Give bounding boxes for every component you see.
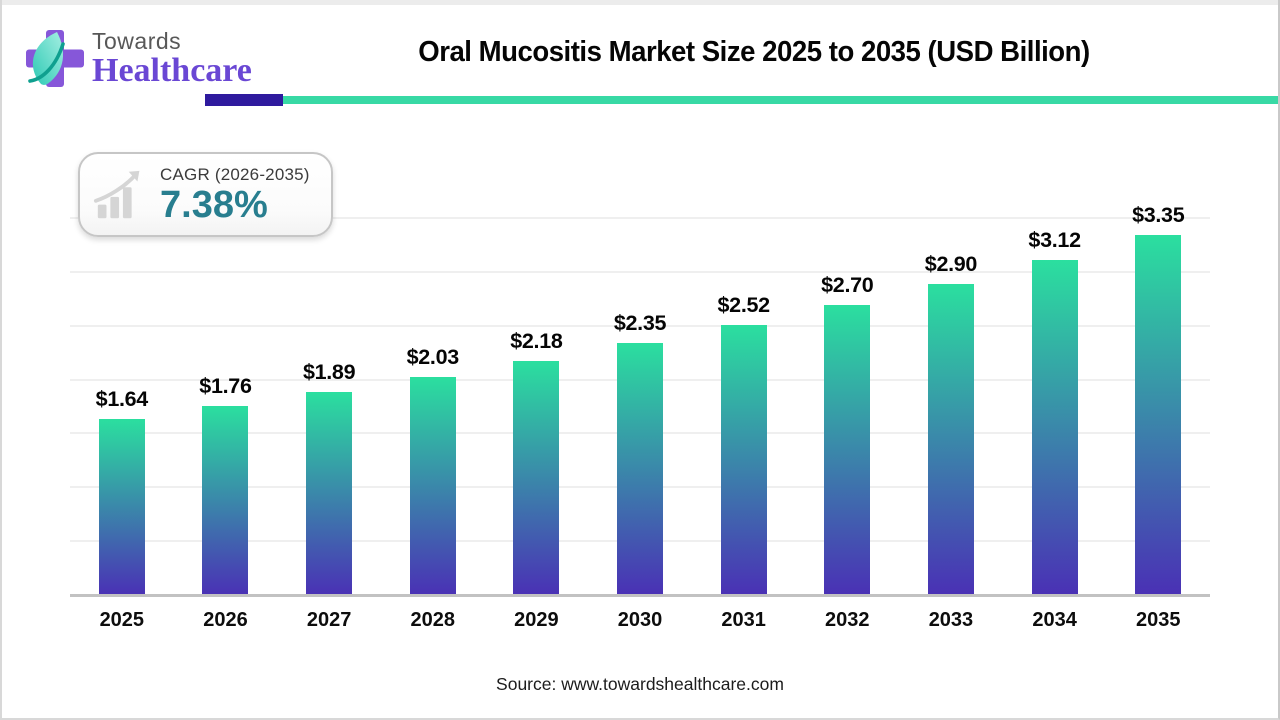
bar-value-label: $1.64 xyxy=(95,387,149,412)
x-axis-label: 2028 xyxy=(410,609,455,631)
bar-chart-plot-area: $1.64 $1.76 $1.89 $2.03 $2.18 $2.35 $2.52 $2.70… xyxy=(70,150,1210,597)
x-axis-label: 2029 xyxy=(514,609,559,631)
gridline xyxy=(70,217,1210,220)
bar-2026 xyxy=(202,406,249,596)
x-axis-labels: 2025 2026 2027 2028 2029 2030 2031 2032 2033 2034… xyxy=(70,609,1210,632)
x-axis-label: 2034 xyxy=(1032,609,1077,631)
bar-2032 xyxy=(824,305,871,596)
bar-value-label: $2.70 xyxy=(821,273,874,298)
bar-2027 xyxy=(306,392,353,596)
x-axis-label: 2035 xyxy=(1135,609,1181,631)
x-axis-line xyxy=(70,594,1210,597)
x-axis-label: 2031 xyxy=(721,609,766,631)
gridline xyxy=(70,324,1210,327)
bar-2031 xyxy=(720,324,767,596)
bar-2035 xyxy=(1135,235,1182,596)
cross-leaf-icon xyxy=(26,30,84,87)
bar-2033 xyxy=(927,283,974,596)
bar-2030 xyxy=(617,342,664,596)
bar-series: $1.64 $1.76 $1.89 $2.03 $2.18 $2.35 $2.52 $2.70… xyxy=(70,150,1210,596)
x-axis-label: 2030 xyxy=(617,609,663,631)
bar-value-label: $2.90 xyxy=(924,251,978,276)
brand-name-bottom: Healthcare xyxy=(92,52,252,90)
bar-column: $2.03 xyxy=(381,150,485,596)
bar-value-label: $3.35 xyxy=(1132,203,1185,228)
brand-logo: Towards Healthcare xyxy=(22,26,252,90)
bar-2028 xyxy=(409,377,456,596)
bar-value-label: $2.52 xyxy=(717,292,771,317)
x-axis-label: 2033 xyxy=(928,609,974,631)
title-underline xyxy=(283,96,1278,104)
title-underline-accent xyxy=(205,94,283,106)
bar-column: $1.64 xyxy=(70,150,174,596)
brand-wordmark: Towards Healthcare xyxy=(92,29,252,88)
gridline xyxy=(70,270,1210,273)
bar-2029 xyxy=(513,361,560,596)
bar-2034 xyxy=(1031,260,1078,596)
x-axis-label: 2025 xyxy=(99,609,145,631)
bar-value-label: $2.03 xyxy=(406,345,460,370)
brand-name-top: Towards xyxy=(92,28,182,54)
bar-2025 xyxy=(98,419,145,596)
x-axis-label: 2032 xyxy=(825,609,870,631)
source-text: Source: www.towardshealthcare.com xyxy=(496,674,784,694)
bar-value-label: $1.89 xyxy=(302,360,356,385)
bar-column: $1.76 xyxy=(174,150,278,596)
growth-chart-icon xyxy=(93,170,140,218)
cagr-label: CAGR (2026-2035) xyxy=(160,165,310,184)
bar-column: $3.12 xyxy=(1003,150,1107,596)
bar-column: $1.89 xyxy=(277,150,381,596)
top-border-strip xyxy=(2,0,1278,5)
x-axis-label: 2027 xyxy=(306,609,352,631)
x-axis-label: 2026 xyxy=(203,609,248,631)
cagr-text: CAGR (2026-2035) 7.38% xyxy=(160,165,310,224)
bar-column: $3.35 xyxy=(1106,150,1210,596)
bar-column: $2.18 xyxy=(485,150,589,596)
bar-value-label: $3.12 xyxy=(1028,228,1081,252)
bar-column: $2.70 xyxy=(795,150,899,596)
cagr-value: 7.38% xyxy=(160,184,268,226)
bar-column: $2.90 xyxy=(899,150,1003,596)
bar-column: $2.52 xyxy=(692,150,796,596)
cagr-badge: CAGR (2026-2035) 7.38% xyxy=(78,152,333,237)
bar-value-label: $1.76 xyxy=(199,374,252,399)
bar-column: $2.35 xyxy=(588,150,692,596)
bar-value-label: $2.18 xyxy=(510,329,563,354)
bar-value-label: $2.35 xyxy=(613,310,667,335)
chart-title: Oral Mucositis Market Size 2025 to 2035 … xyxy=(418,36,1090,68)
